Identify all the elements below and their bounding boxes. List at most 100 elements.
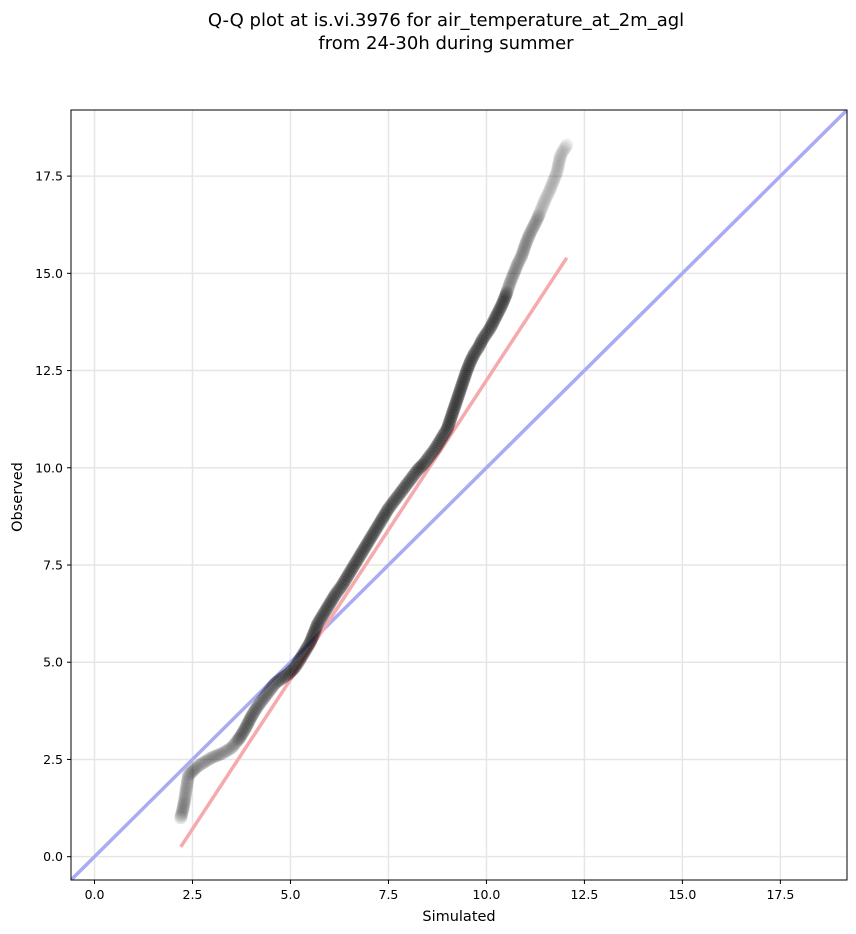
- data-point: [504, 274, 518, 288]
- data-point: [191, 759, 205, 773]
- x-axis-ticks: 0.0 2.5 5.0 7.5 10.0 12.5 15.0 17.5: [85, 880, 794, 902]
- data-point: [213, 747, 227, 761]
- data-point: [242, 714, 256, 728]
- data-point: [345, 562, 359, 576]
- data-point: [474, 336, 488, 350]
- data-point: [263, 682, 277, 696]
- data-point: [178, 789, 192, 803]
- data-point: [353, 548, 367, 562]
- data-point: [357, 542, 371, 556]
- data-point: [245, 708, 259, 722]
- data-point: [313, 612, 327, 626]
- data-point: [405, 471, 419, 484]
- data-point: [536, 198, 550, 212]
- data-point: [185, 764, 199, 778]
- data-point: [302, 638, 316, 652]
- data-point: [487, 313, 501, 327]
- data-point: [468, 346, 482, 360]
- data-point: [201, 753, 215, 767]
- data-point: [457, 371, 471, 385]
- data-point: [370, 521, 384, 535]
- data-point: [294, 651, 308, 665]
- data-point: [542, 185, 556, 199]
- data-point: [477, 331, 491, 344]
- data-point: [229, 736, 243, 750]
- data-point: [189, 760, 203, 774]
- data-point: [179, 782, 193, 796]
- data-point: [533, 206, 547, 220]
- data-point: [430, 439, 444, 453]
- data-point: [321, 599, 335, 613]
- data-point: [226, 739, 240, 753]
- data-point: [176, 803, 190, 817]
- data-point: [420, 453, 434, 467]
- data-point: [404, 472, 417, 486]
- data-point: [553, 150, 567, 164]
- data-point: [437, 428, 451, 442]
- data-point: [377, 509, 391, 523]
- data-point: [495, 297, 509, 311]
- x-tick-label: 5.0: [281, 887, 301, 902]
- grid-lines: [71, 110, 847, 880]
- data-point: [303, 636, 317, 650]
- y-tick-label: 2.5: [43, 752, 63, 767]
- data-point: [219, 744, 233, 758]
- data-point: [359, 539, 373, 553]
- data-point: [538, 192, 552, 206]
- data-point: [390, 490, 404, 504]
- data-point: [309, 620, 323, 634]
- data-point: [441, 420, 455, 434]
- data-point: [205, 751, 219, 764]
- data-point: [253, 696, 267, 710]
- data-point: [436, 430, 450, 444]
- data-point: [438, 426, 452, 440]
- data-point: [461, 362, 475, 376]
- data-point: [305, 632, 319, 646]
- data-point: [178, 793, 192, 807]
- data-point: [556, 144, 570, 158]
- data-point: [175, 805, 189, 819]
- y-tick-label: 0.0: [43, 849, 63, 864]
- data-point: [510, 259, 524, 273]
- data-point: [250, 700, 264, 714]
- data-point: [179, 784, 193, 798]
- data-point: [380, 504, 394, 518]
- data-point: [518, 239, 532, 253]
- data-point: [535, 200, 549, 214]
- data-point: [473, 338, 487, 352]
- data-point: [339, 572, 353, 586]
- data-point: [343, 566, 357, 580]
- data-point: [272, 674, 286, 688]
- data-point: [180, 777, 194, 791]
- data-point: [215, 747, 229, 761]
- data-point: [177, 795, 191, 809]
- x-tick-label: 17.5: [766, 887, 794, 902]
- y-tick-label: 7.5: [43, 558, 63, 573]
- data-point: [508, 264, 522, 278]
- data-point: [276, 671, 290, 685]
- data-point: [331, 583, 345, 597]
- data-point: [505, 270, 519, 284]
- data-point: [476, 332, 490, 346]
- data-point: [461, 360, 475, 374]
- data-point: [393, 486, 407, 500]
- data-point: [550, 165, 564, 179]
- data-point: [312, 614, 326, 628]
- data-point: [448, 399, 462, 413]
- data-point: [358, 541, 372, 554]
- data-point: [442, 416, 456, 430]
- data-point: [243, 712, 257, 726]
- data-point: [320, 601, 334, 615]
- data-point: [305, 630, 319, 644]
- data-point: [314, 611, 328, 624]
- data-point: [262, 684, 276, 698]
- data-point: [452, 387, 466, 401]
- data-point: [449, 395, 463, 409]
- data-point: [427, 443, 441, 457]
- data-point: [457, 373, 471, 387]
- data-point: [428, 441, 442, 455]
- data-point: [517, 243, 531, 257]
- y-tick-label: 15.0: [35, 266, 63, 281]
- data-point: [460, 364, 474, 378]
- data-point: [502, 280, 516, 294]
